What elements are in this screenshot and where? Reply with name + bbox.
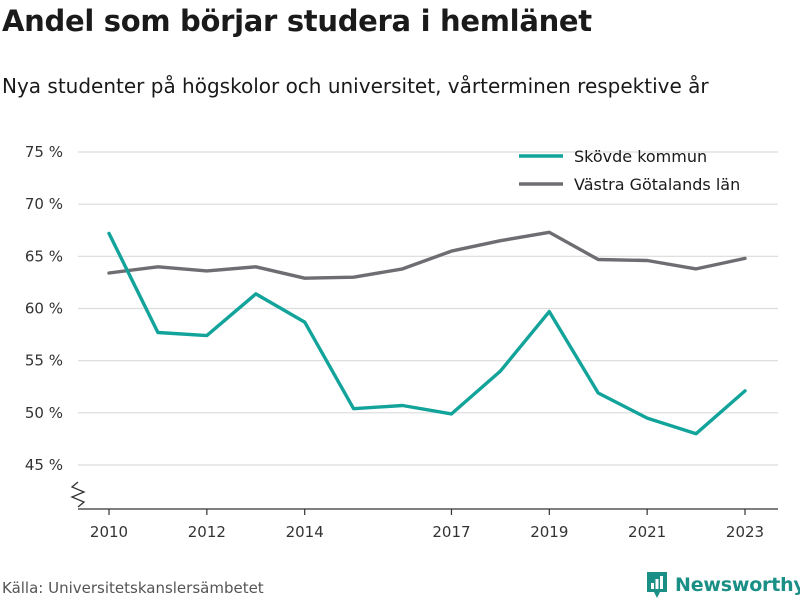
series-lines — [107, 230, 747, 436]
y-axis-break-icon — [70, 481, 86, 508]
y-tick-label: 45 % — [25, 456, 63, 474]
grid-lines — [78, 151, 778, 466]
y-tick-label: 75 % — [25, 143, 63, 161]
x-tick-label: 2021 — [628, 523, 666, 541]
axes — [70, 481, 778, 510]
y-axis-ticks: 45 % 50 % 55 % 60 % 65 % 70 % 75 % — [25, 143, 63, 474]
y-tick-label: 55 % — [25, 352, 63, 370]
brand-name: Newsworthy — [675, 574, 800, 596]
legend-label: Västra Götalands län — [574, 175, 740, 194]
series-line-1 — [107, 230, 747, 280]
x-tick-label: 2023 — [726, 523, 764, 541]
brand-logo: Newsworthy — [645, 570, 800, 600]
x-tick-label: 2017 — [432, 523, 470, 541]
x-tick-label: 2012 — [188, 523, 226, 541]
x-axis-ticks: 2010 2012 2014 2017 2019 2021 2023 — [90, 509, 764, 541]
legend-label: Skövde kommun — [574, 147, 707, 166]
y-tick-label: 65 % — [25, 247, 63, 265]
chart-subtitle: Nya studenter på högskolor och universit… — [2, 74, 709, 98]
bar-chart-pin-icon — [647, 572, 667, 598]
y-tick-label: 60 % — [25, 300, 63, 318]
series-line-0 — [107, 231, 747, 436]
chart-title: Andel som börjar studera i hemlänet — [2, 4, 592, 38]
y-tick-label: 50 % — [25, 404, 63, 422]
y-tick-label: 70 % — [25, 195, 63, 213]
source-note: Källa: Universitetskanslersämbetet — [2, 579, 264, 597]
x-tick-label: 2010 — [90, 523, 128, 541]
legend: Skövde kommun Västra Götalands län — [519, 147, 740, 194]
x-tick-label: 2014 — [286, 523, 324, 541]
x-tick-label: 2019 — [530, 523, 568, 541]
